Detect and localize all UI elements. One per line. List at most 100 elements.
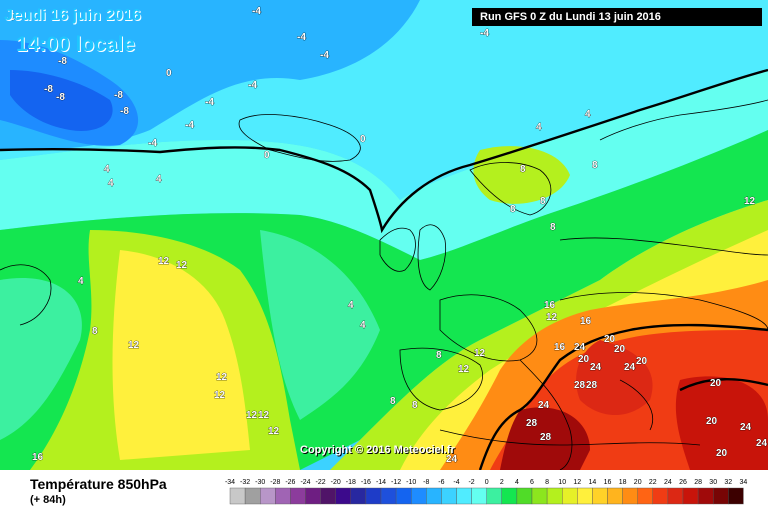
isotherm-label: 24 [446,454,458,465]
isotherm-label: 12 [128,340,140,351]
legend-tick: -28 [270,479,280,486]
legend-tick: -32 [240,479,250,486]
legend-tick: 14 [589,479,597,486]
legend-swatch [441,487,457,505]
isotherm-label: -8 [56,92,65,103]
isotherm-label: 28 [526,418,538,429]
isotherm-label: 24 [624,362,636,373]
isotherm-label: 8 [550,222,556,233]
legend-tick: -22 [316,479,326,486]
isotherm-label: 4 [536,122,542,133]
isotherm-label: 8 [390,396,396,407]
legend-tick: -26 [285,479,295,486]
isotherm-label: -4 [148,138,157,149]
isotherm-label: 20 [578,354,590,365]
legend-tick: -24 [300,479,310,486]
isotherm-label: 12 [214,390,226,401]
legend-swatch [501,487,518,505]
isotherm-label: -4 [252,6,261,17]
isotherm-labels: -4-4-4-4-4-4-4-4-8-8-8 -8-800004444444488… [10,6,768,466]
isotherm-label: 28 [540,432,552,443]
isotherm-label: 12 [246,410,258,421]
legend-tick: 2 [500,479,504,486]
legend-swatch [562,487,578,505]
legend-swatch [456,487,472,505]
isotherm-label: 20 [710,378,722,389]
forecast-time: 14:00 locale [16,33,136,56]
band-2 [0,70,768,260]
isotherm-label: 12 [474,348,486,359]
legend-tick: 20 [634,479,642,486]
legend-tick: -18 [346,479,356,486]
legend-swatch [713,487,729,505]
legend-tick: 32 [724,479,732,486]
band-26 [675,376,768,470]
isotherm-label: -4 [320,50,329,61]
isotherm-label: 0 [360,134,366,145]
legend-swatch [290,487,306,505]
legend-swatch [380,487,397,505]
isotherm-label: 8 [540,196,546,207]
band-4c [260,230,380,420]
legend-swatch [607,487,623,505]
copyright: Copyright © 2016 Meteociel.fr [300,444,455,456]
isotherm-label: 20 [604,334,616,345]
isotherm-label: 28 [574,380,586,391]
isotherm-label: 0 [166,68,172,79]
legend-swatch [516,487,533,505]
isotherm-label: -4 [248,80,257,91]
isotherm-label: -8 [44,84,53,95]
isotherm-label: 24 [590,362,602,373]
legend-swatch [305,487,321,505]
isotherm-label: 8 [592,160,598,171]
legend-swatch [471,487,487,505]
color-legend: -34 -32 -30 -28 -26 -24 -22 -20 -18 -16 -14 -12 -10-… [222,474,754,510]
isotherm-label: 8 [520,164,526,175]
legend-tick: 18 [619,479,627,486]
legend-swatch [410,487,427,505]
legend-tick: -30 [255,479,265,486]
isotherm-label: 0 [264,150,270,161]
isotherm-label: 28 [586,380,598,391]
coastlines [0,99,768,470]
legend-tick: -20 [331,479,341,486]
legend-swatch [622,487,638,505]
isotherm-0 [0,68,768,234]
isotherm-label: 0 [10,12,16,23]
legend-swatch [229,487,246,505]
legend-swatch [244,487,261,505]
isotherm-label: 12 [268,426,280,437]
isotherm-label: 20 [614,344,626,355]
legend-tick: 34 [740,479,748,486]
legend-swatch [395,487,412,505]
model-run-label: Run GFS 0 Z du Lundi 13 juin 2016 [472,8,762,26]
legend-swatch [275,487,291,505]
isotherm-label: 4 [156,174,162,185]
legend-swatch [667,487,684,505]
forecast-date: Jeudi 16 juin 2016 [4,7,141,24]
legend-tick: 26 [679,479,687,486]
legend-swatch [320,487,336,505]
legend-tick: 16 [604,479,612,486]
isotherm-label: 24 [538,400,550,411]
legend-swatch [728,487,744,505]
legend-tick: 24 [664,479,672,486]
temperature-map: -4-4-4-4-4-4-4-4-8-8-8 -8-800004444444488… [0,0,768,470]
isotherm-label: -4 [205,97,214,108]
isotherm-20b [679,378,768,392]
legend-swatch [426,487,442,505]
isotherm-label: 4 [108,178,114,189]
lead-time: (+ 84h) [30,494,66,506]
isotherm-label: 12 [744,196,756,207]
legend-tick: -16 [361,479,371,486]
isotherm-label: 8 [92,326,98,337]
legend-tick: 10 [558,479,566,486]
legend-swatch [335,487,351,505]
isotherm-label: 12 [176,260,188,271]
isotherm-label: 12 [216,372,228,383]
legend-swatch [577,487,593,505]
isotherm-label: 4 [360,320,366,331]
legend-tick: -6 [438,479,444,486]
band-12b [112,250,250,460]
band-4b [0,278,82,440]
